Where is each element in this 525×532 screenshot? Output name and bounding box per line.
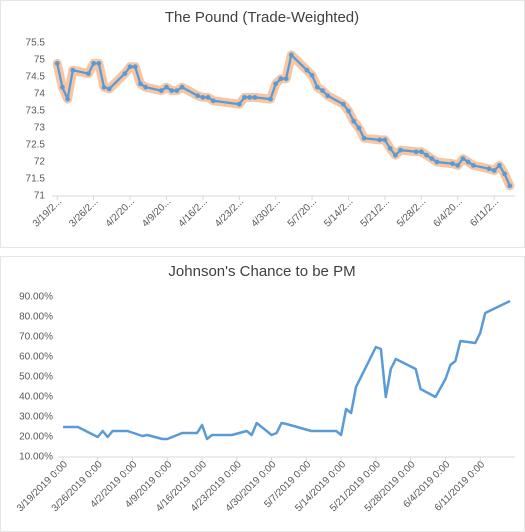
marker	[382, 137, 388, 143]
y-tick-label: 70.00%	[19, 332, 53, 343]
y-tick-label: 60.00%	[19, 352, 53, 363]
marker	[247, 95, 253, 100]
marker	[304, 67, 310, 73]
marker	[470, 163, 476, 168]
marker	[486, 166, 492, 172]
marker	[101, 84, 107, 90]
marker	[361, 135, 367, 141]
y-tick-label: 74.5	[26, 72, 46, 83]
marker	[465, 159, 471, 165]
marker	[195, 93, 201, 99]
marker	[418, 149, 424, 155]
marker	[54, 61, 60, 66]
marker	[236, 101, 242, 107]
marker	[252, 95, 258, 100]
marker	[200, 95, 206, 100]
marker	[325, 93, 331, 99]
y-tick-label: 50.00%	[19, 372, 53, 383]
marker	[210, 98, 216, 104]
marker	[351, 118, 357, 124]
marker	[164, 84, 169, 90]
x-tick-label: 4/23/2...	[213, 196, 246, 229]
chart-title: The Pound (Trade-Weighted)	[165, 9, 359, 26]
marker	[356, 125, 362, 131]
y-tick-label: 10.00%	[19, 452, 53, 463]
marker	[96, 61, 102, 66]
marker	[65, 96, 71, 102]
marker	[205, 95, 211, 100]
x-tick-label: 4/2/20...	[104, 196, 137, 229]
marker	[340, 101, 346, 107]
y-tick-label: 75.5	[26, 38, 46, 49]
x-tick-label: 6/11/2...	[468, 196, 501, 229]
marker	[320, 88, 325, 93]
y-tick-label: 80.00%	[19, 312, 53, 323]
x-tick-label: 6/4/20...	[431, 196, 464, 229]
marker	[491, 168, 497, 173]
marker	[174, 88, 180, 93]
marker	[179, 84, 185, 90]
marker	[143, 84, 149, 90]
marker	[283, 76, 289, 82]
marker	[169, 88, 175, 93]
x-tick-label: 5/7/20...	[286, 196, 319, 229]
y-tick-label: 30.00%	[19, 412, 53, 423]
marker	[138, 81, 143, 87]
marker	[450, 161, 455, 167]
marker	[346, 108, 351, 114]
line	[63, 299, 511, 441]
y-tick-label: 74	[34, 89, 46, 100]
marker	[387, 146, 393, 151]
y-tick-label: 71.5	[26, 174, 46, 185]
y-tick-label: 71	[34, 191, 46, 202]
x-tick-label: 5/21/2...	[359, 196, 392, 229]
marker	[242, 95, 247, 100]
x-tick-label: 3/26/2...	[67, 196, 100, 229]
chart-title: Johnson's Chance to be PM	[168, 263, 355, 280]
marker	[309, 72, 315, 78]
marker	[429, 156, 435, 162]
y-tick-label: 73.5	[26, 106, 46, 117]
marker	[60, 84, 65, 90]
marker	[127, 64, 133, 70]
marker	[70, 67, 76, 73]
y-tick-label: 72.5	[26, 140, 46, 151]
marker	[496, 163, 502, 168]
marker	[278, 76, 284, 82]
marker	[122, 71, 128, 76]
y-tick-label: 40.00%	[19, 392, 53, 403]
marker	[273, 81, 279, 87]
marker	[91, 61, 97, 66]
y-tick-label: 90.00%	[19, 292, 53, 303]
x-tick-label: 4/30/2...	[249, 196, 282, 229]
marker	[460, 156, 466, 162]
marker	[392, 152, 398, 158]
marker	[434, 159, 440, 165]
x-tick-label: 4/9/20...	[140, 196, 173, 229]
y-tick-label: 20.00%	[19, 432, 53, 443]
marker	[455, 163, 461, 168]
marker	[158, 88, 164, 93]
marker	[424, 152, 429, 158]
marker	[288, 52, 294, 58]
marker	[413, 149, 419, 155]
x-tick-label: 4/16/2...	[177, 196, 210, 229]
marker	[106, 86, 112, 92]
marker	[132, 64, 138, 70]
marker	[507, 183, 513, 189]
marker	[377, 137, 383, 143]
marker	[502, 171, 507, 177]
marker	[268, 96, 273, 102]
x-tick-label: 5/14/2...	[322, 196, 355, 229]
y-tick-label: 72	[34, 157, 46, 168]
marker	[398, 147, 403, 153]
marker	[86, 71, 91, 76]
x-tick-label: 5/28/2...	[395, 196, 428, 229]
marker	[314, 84, 320, 90]
y-tick-label: 73	[34, 123, 46, 134]
y-tick-label: 75	[34, 55, 46, 66]
